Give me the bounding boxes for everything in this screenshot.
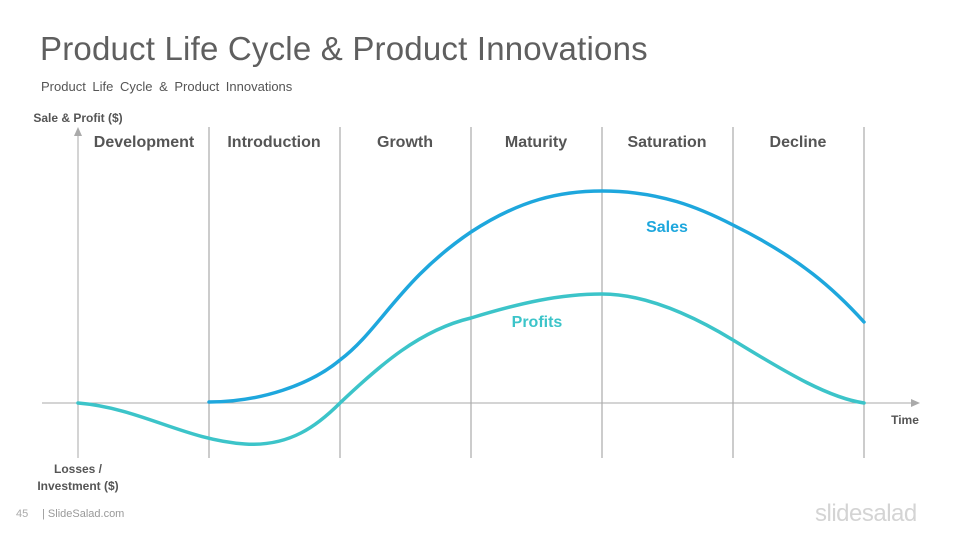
stage-label-maturity: Maturity (505, 134, 567, 151)
negative-axis-label-line1: Losses / (54, 462, 103, 476)
stage-label-saturation: Saturation (627, 134, 706, 151)
footer-brand: | SlideSalad.com (42, 508, 125, 520)
stage-label-development: Development (94, 134, 195, 151)
slide-subtitle: Product Life Cycle & Product Innovations (41, 79, 293, 94)
x-axis (42, 399, 920, 407)
stage-label-decline: Decline (770, 134, 827, 151)
y-axis (74, 127, 82, 458)
x-axis-label: Time (891, 413, 919, 427)
negative-axis-label-line2: Investment ($) (37, 479, 118, 493)
sales-label: Sales (646, 219, 688, 236)
stage-labels: Development Introduction Growth Maturity… (94, 134, 827, 151)
stage-label-growth: Growth (377, 134, 433, 151)
profits-label: Profits (512, 314, 563, 331)
stage-dividers (208, 127, 865, 458)
sales-curve (207, 189, 866, 404)
profits-curve (76, 292, 866, 446)
y-axis-arrow-icon (74, 127, 82, 136)
stage-label-introduction: Introduction (227, 134, 320, 151)
y-axis-label: Sale & Profit ($) (33, 111, 122, 125)
page-number: 45 (16, 508, 29, 520)
x-axis-arrow-icon (911, 399, 920, 407)
slidesalad-logo: slidesalad (815, 500, 917, 527)
slide-title: Product Life Cycle & Product Innovations (40, 30, 648, 67)
